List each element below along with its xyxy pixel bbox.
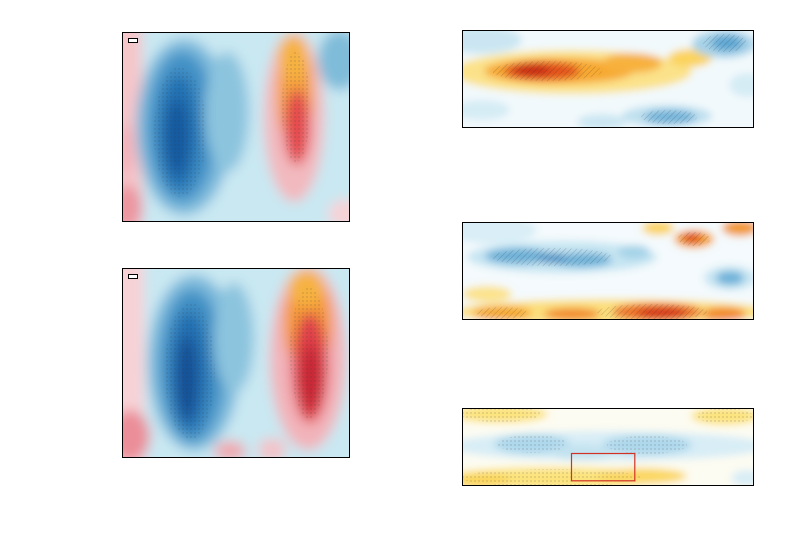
cloud-colorbar: [498, 353, 718, 366]
olr-colorbar: [478, 161, 738, 174]
olr-map-plot: [462, 30, 754, 128]
map-b-lat-ticks: [424, 222, 458, 320]
pressure-ticks-a: [84, 32, 118, 222]
lat-ticks-a: [122, 226, 350, 238]
pressure-ticks-b: [84, 268, 118, 458]
region-box: [570, 452, 636, 482]
map-b-lon-ticks: [462, 324, 754, 335]
map-a-lon-ticks: [462, 132, 754, 143]
cross-section-a-plot: [122, 32, 350, 222]
cross-section-b-plot: [122, 268, 350, 458]
vector-reference-key-b: [128, 274, 138, 279]
uwnd-map-plot: [462, 408, 754, 486]
height-ticks-b: [355, 268, 375, 458]
uwnd-colorbar: [478, 517, 738, 530]
lat-ticks-b: [122, 462, 350, 474]
map-c-lon-ticks: [462, 490, 754, 501]
height-ticks-a: [355, 32, 375, 222]
vector-reference-key-a: [128, 38, 138, 43]
map-a-lat-ticks: [424, 30, 458, 128]
omega-colorbar: [122, 498, 350, 512]
cloud-map-plot: [462, 222, 754, 320]
map-c-lat-ticks: [424, 408, 458, 486]
